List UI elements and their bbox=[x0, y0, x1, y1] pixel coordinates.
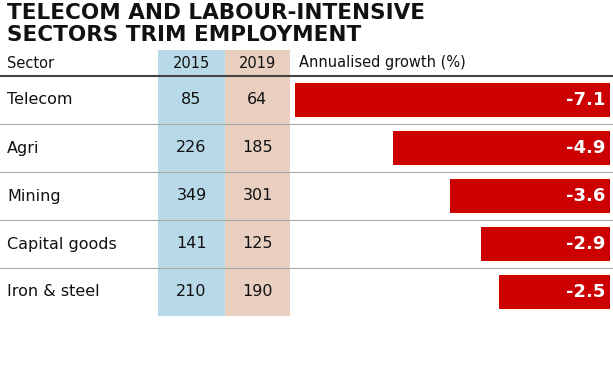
Text: 301: 301 bbox=[242, 188, 273, 203]
Text: -3.6: -3.6 bbox=[566, 187, 605, 205]
Text: 141: 141 bbox=[176, 237, 207, 252]
Text: Telecom: Telecom bbox=[7, 93, 72, 107]
Bar bbox=[158, 50, 225, 316]
Text: 125: 125 bbox=[242, 237, 273, 252]
Bar bbox=[481, 227, 610, 261]
Text: 226: 226 bbox=[177, 141, 207, 156]
Text: Iron & steel: Iron & steel bbox=[7, 284, 100, 300]
Text: -2.9: -2.9 bbox=[566, 235, 605, 253]
Text: 190: 190 bbox=[242, 284, 273, 300]
Text: TELECOM AND LABOUR-INTENSIVE: TELECOM AND LABOUR-INTENSIVE bbox=[7, 3, 425, 23]
Text: 185: 185 bbox=[242, 141, 273, 156]
Text: 64: 64 bbox=[248, 93, 268, 107]
Text: 2019: 2019 bbox=[239, 56, 276, 71]
Text: 210: 210 bbox=[177, 284, 207, 300]
Text: -4.9: -4.9 bbox=[566, 139, 605, 157]
Text: 2015: 2015 bbox=[173, 56, 210, 71]
Text: 85: 85 bbox=[181, 93, 202, 107]
Text: Mining: Mining bbox=[7, 188, 61, 203]
Bar bbox=[392, 131, 610, 165]
Bar bbox=[451, 179, 610, 213]
Text: -7.1: -7.1 bbox=[566, 91, 605, 109]
Text: Capital goods: Capital goods bbox=[7, 237, 116, 252]
Bar bbox=[225, 50, 290, 316]
Text: Annualised growth (%): Annualised growth (%) bbox=[299, 56, 466, 71]
Text: Agri: Agri bbox=[7, 141, 39, 156]
Text: 349: 349 bbox=[177, 188, 207, 203]
Text: SECTORS TRIM EMPLOYMENT: SECTORS TRIM EMPLOYMENT bbox=[7, 25, 361, 45]
Bar bbox=[295, 83, 610, 117]
Text: -2.5: -2.5 bbox=[566, 283, 605, 301]
Bar bbox=[499, 275, 610, 309]
Text: Sector: Sector bbox=[7, 56, 54, 71]
